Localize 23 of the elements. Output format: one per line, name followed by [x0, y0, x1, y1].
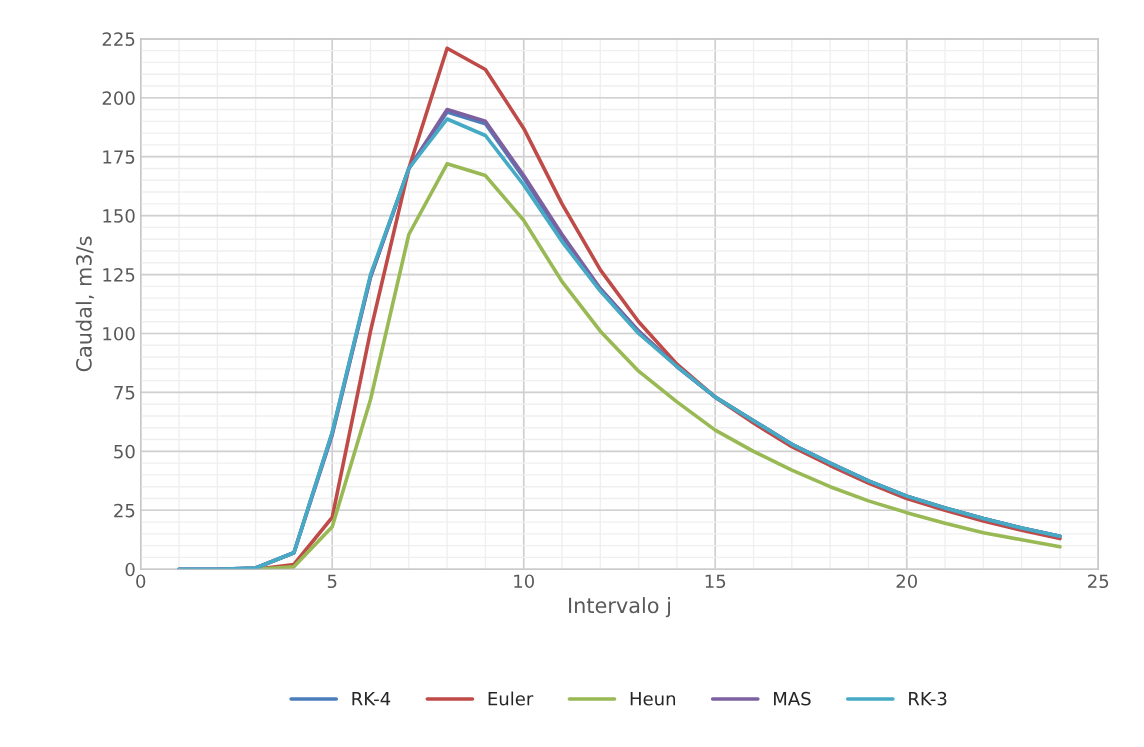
- y-axis-title: Caudal, m3/s: [75, 236, 94, 372]
- y-tick-label: 150: [103, 209, 135, 223]
- x-tick-label: 20: [896, 574, 918, 589]
- legend-label: Heun: [630, 692, 676, 706]
- y-tick-label: 225: [102, 32, 135, 46]
- y-tick-label: 175: [103, 150, 135, 164]
- y-tick-label: 0: [125, 562, 135, 577]
- legend-label: Euler: [488, 691, 534, 706]
- legend-label: RK-4: [352, 692, 391, 706]
- x-tick-label: 0: [136, 574, 146, 589]
- y-tick-label: 25: [114, 503, 135, 518]
- y-tick-label: 100: [103, 326, 135, 341]
- y-tick-label: 200: [102, 91, 135, 105]
- legend-label: RK-3: [909, 691, 947, 706]
- x-tick-label: 5: [327, 574, 337, 589]
- x-tick-label: 15: [705, 574, 726, 589]
- y-tick-label: 125: [103, 268, 135, 282]
- x-axis-title: Intervalo j: [569, 597, 670, 618]
- legend-label: MAS: [774, 691, 811, 706]
- y-tick-label: 75: [114, 386, 135, 400]
- x-tick-label: 25: [1088, 574, 1109, 589]
- x-tick-label: 10: [514, 574, 535, 589]
- y-tick-label: 50: [114, 444, 135, 459]
